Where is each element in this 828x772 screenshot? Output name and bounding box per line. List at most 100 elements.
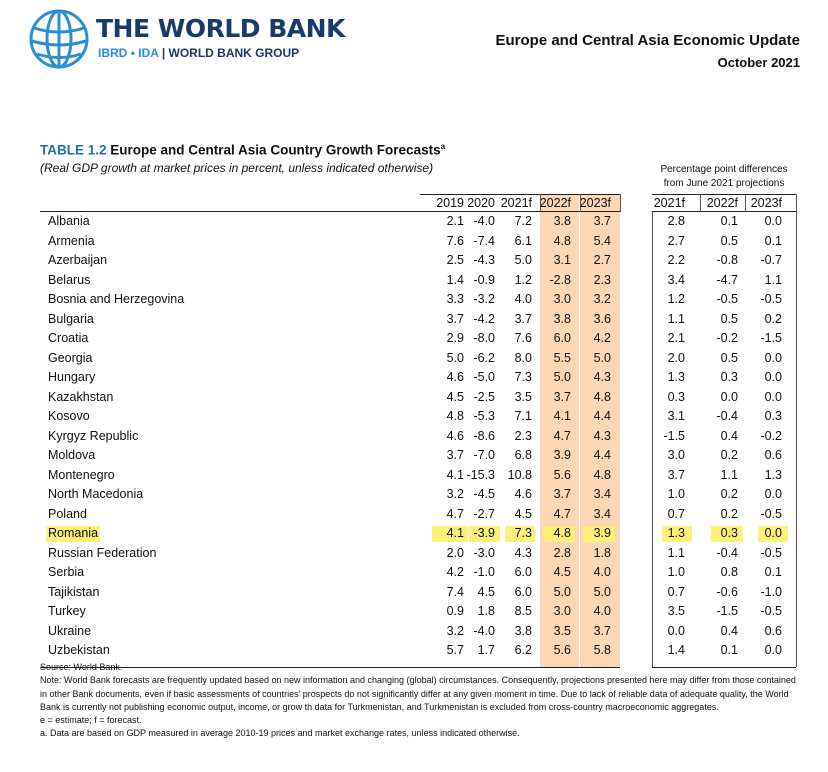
growth-value: 5.6 [553,467,571,482]
pp-difference-value: 3.7 [667,467,685,482]
brand-subtitle: IBRD • IDA | WORLD BANK GROUP [98,46,300,60]
pp-difference-value: 3.0 [667,448,685,462]
pp-difference-value: -1.5 [760,331,782,345]
growth-value: 5.6 [553,643,571,657]
country-name: Ukraine [48,623,92,638]
pp-difference-value: -1.5 [716,604,738,618]
pp-difference-value: -0.2 [716,331,738,345]
country-name: Armenia [48,233,95,248]
growth-value: 4.0 [514,292,532,306]
country-name: Kosovo [48,409,90,423]
growth-value: -1.0 [473,565,495,579]
pp-difference-value: 0.0 [720,389,738,404]
growth-value: 2.1 [446,214,464,228]
growth-value: 3.7 [553,389,571,404]
pp-difference-value: 3.1 [667,409,685,423]
growth-value: 4.3 [514,545,532,560]
growth-value: -3.0 [473,545,495,560]
growth-value: 4.7 [553,506,571,521]
pp-divider [652,212,653,667]
growth-value: 10.8 [507,467,532,482]
country-name: Georgia [48,350,93,365]
country-name: Serbia [48,565,85,579]
brand-name: THE WORLD BANK [96,14,345,43]
growth-value: 4.8 [553,526,571,540]
growth-value: -2.7 [473,506,495,521]
highlight-country [46,526,100,542]
growth-value: 4.0 [593,565,611,579]
growth-value: 2.5 [446,253,464,267]
country-name: Azerbaijan [48,253,108,267]
growth-value: 4.3 [593,370,611,384]
growth-value: 5.5 [553,350,571,365]
highlight-cell [758,526,788,542]
growth-value: -4.0 [473,214,495,228]
pp-difference-value: 0.5 [720,233,738,248]
growth-value: 7.6 [446,233,464,248]
growth-value: 1.7 [477,643,495,657]
table-title: TABLE 1.2 Europe and Central Asia Countr… [40,142,446,158]
pp-difference-value: 0.7 [667,506,685,521]
growth-value: 3.4 [593,487,611,501]
growth-value: 7.4 [446,584,464,599]
pp-difference-value: -0.4 [716,545,738,560]
country-name: Kazakhstan [48,389,114,404]
pp-difference-value: 2.2 [667,253,685,267]
growth-value: 5.0 [446,350,464,365]
country-name: Croatia [48,331,89,345]
pp-difference-value: 0.1 [764,565,782,579]
pp-difference-value: 1.3 [667,370,685,384]
pp-difference-value: 2.1 [667,331,685,345]
growth-value: 4.5 [446,389,464,404]
growth-value: 6.0 [514,565,532,579]
growth-value: 3.7 [553,487,571,501]
growth-value: -6.2 [473,350,495,365]
growth-value: 2.9 [446,331,464,345]
pp-rule-bottom [652,211,796,212]
pp-difference-value: -0.5 [760,292,782,306]
growth-value: 3.2 [446,623,464,638]
highlight-cell [543,526,575,542]
pp-rule-top [652,194,796,195]
growth-value: 4.8 [553,233,571,248]
country-name: Moldova [48,448,96,462]
globe-icon [29,9,89,69]
highlight-cell [432,526,468,542]
pp-difference-value: -0.5 [760,506,782,521]
column-header: 2022f [539,196,571,210]
growth-value: 3.8 [553,214,571,228]
growth-value: -4.5 [473,487,495,501]
growth-value: 4.5 [553,565,571,579]
pp-differences-header: Percentage point differences from June 2… [660,164,788,189]
growth-value: 5.0 [553,584,571,599]
pp-bottom-rule [652,666,796,668]
pp-difference-value: 0.8 [720,565,738,579]
col-divider [580,194,581,212]
highlight-cell [711,526,743,542]
pp-difference-value: 0.0 [764,389,782,404]
country-name: Russian Federation [48,545,157,560]
growth-value: 3.8 [514,623,532,638]
pp-difference-value: -0.6 [716,584,738,599]
column-header: 2019 [436,196,464,210]
growth-value: 4.6 [446,370,464,384]
growth-value: 5.0 [514,253,532,267]
column-header: 2023f [579,196,611,210]
growth-value: -5.3 [473,409,495,423]
pp-difference-value: 0.0 [764,643,782,657]
report-date: October 2021 [717,55,800,70]
growth-value: 4.5 [514,506,532,521]
growth-value: 8.0 [514,350,532,365]
growth-value: 2.3 [593,272,611,287]
growth-value: 4.8 [593,389,611,404]
pp-difference-value: 1.0 [667,487,685,501]
pp-difference-value: 0.0 [667,623,685,638]
growth-value: 7.6 [514,331,532,345]
col-divider [700,194,701,212]
pp-difference-value: -0.7 [760,253,782,267]
growth-value: 5.0 [593,584,611,599]
header-rule-bottom [40,211,620,212]
growth-value: 3.7 [446,448,464,462]
table-bottom-rule [40,666,620,668]
growth-value: 3.7 [446,311,464,326]
